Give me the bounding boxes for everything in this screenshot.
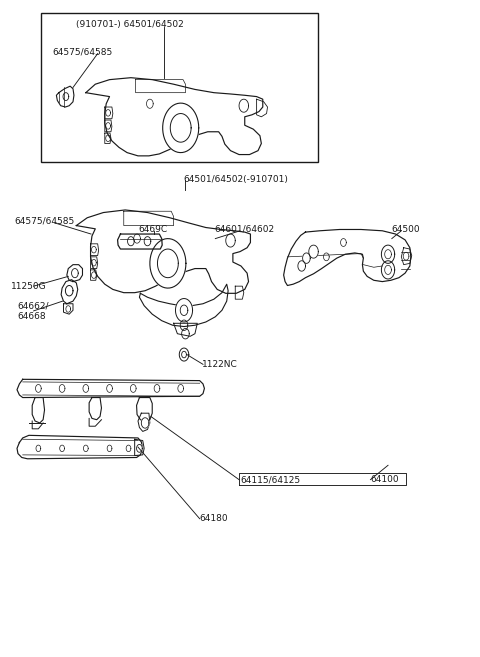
Polygon shape [144,237,151,246]
Bar [41,12,318,162]
Text: 6469C: 6469C [138,225,167,234]
Polygon shape [56,86,74,107]
Polygon shape [105,107,113,119]
Polygon shape [86,78,263,156]
Polygon shape [302,253,310,263]
Polygon shape [401,248,412,265]
Polygon shape [139,284,228,327]
Polygon shape [141,418,149,428]
Polygon shape [91,270,96,281]
Polygon shape [137,397,152,421]
Polygon shape [150,238,186,288]
Polygon shape [382,261,395,279]
Polygon shape [105,120,112,132]
Polygon shape [91,244,98,256]
Text: 64601/64602: 64601/64602 [214,225,274,234]
Text: 64100: 64100 [371,475,399,484]
Polygon shape [17,379,204,397]
Polygon shape [118,234,162,249]
Text: 64500: 64500 [392,225,420,234]
Polygon shape [124,212,174,225]
Polygon shape [91,257,97,269]
Text: 64575/64585: 64575/64585 [14,217,75,225]
Polygon shape [226,234,235,247]
Polygon shape [105,133,111,143]
Polygon shape [257,99,267,117]
Polygon shape [128,237,134,246]
Text: 64180: 64180 [200,514,228,523]
Polygon shape [32,397,45,423]
Text: 64575/64585: 64575/64585 [53,47,113,56]
Text: 64115/64125: 64115/64125 [240,475,300,484]
Polygon shape [67,265,83,282]
Polygon shape [137,444,142,452]
Polygon shape [17,436,143,459]
Polygon shape [89,397,101,420]
Text: 64662/: 64662/ [17,301,48,310]
Text: (910701-) 64501/64502: (910701-) 64501/64502 [76,20,184,30]
Polygon shape [284,229,411,286]
Polygon shape [239,99,249,112]
Polygon shape [63,304,73,314]
Polygon shape [176,298,192,322]
Polygon shape [138,413,150,432]
Polygon shape [76,210,251,293]
Polygon shape [235,286,244,299]
Polygon shape [382,245,395,263]
Text: 1122NC: 1122NC [202,360,238,369]
Polygon shape [298,261,305,271]
Text: 64668: 64668 [17,312,46,321]
Polygon shape [174,323,197,336]
Text: 64501/64502(-910701): 64501/64502(-910701) [183,175,288,185]
Polygon shape [135,440,144,455]
Polygon shape [61,280,78,304]
Text: 11250G: 11250G [12,282,47,290]
Polygon shape [163,103,199,152]
Polygon shape [136,79,185,93]
Polygon shape [309,245,318,258]
